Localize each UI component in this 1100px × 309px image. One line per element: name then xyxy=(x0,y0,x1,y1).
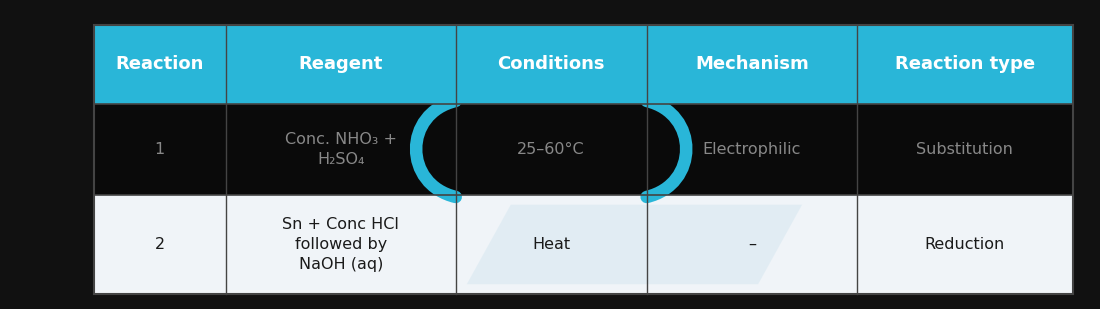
Text: 2: 2 xyxy=(154,237,165,252)
Bar xyxy=(857,195,1072,294)
Bar xyxy=(94,104,225,195)
Text: 1: 1 xyxy=(154,142,165,157)
Bar xyxy=(455,104,647,195)
Bar xyxy=(647,104,857,195)
Text: Reduction: Reduction xyxy=(925,237,1005,252)
Text: Electrophilic: Electrophilic xyxy=(703,142,801,157)
Bar xyxy=(226,25,455,104)
Bar xyxy=(857,104,1072,195)
Text: Conditions: Conditions xyxy=(497,55,605,73)
Text: Reaction type: Reaction type xyxy=(894,55,1035,73)
Bar xyxy=(94,25,225,104)
Bar xyxy=(647,25,857,104)
Text: –: – xyxy=(748,237,756,252)
Text: Reagent: Reagent xyxy=(298,55,383,73)
Bar xyxy=(455,195,647,294)
Text: Conc. NHO₃ +
H₂SO₄: Conc. NHO₃ + H₂SO₄ xyxy=(285,132,397,167)
Text: Sn + Conc HCl
followed by
NaOH (aq): Sn + Conc HCl followed by NaOH (aq) xyxy=(283,217,399,273)
Bar xyxy=(226,104,455,195)
Bar xyxy=(455,25,647,104)
Text: Mechanism: Mechanism xyxy=(695,55,808,73)
Text: Substitution: Substitution xyxy=(916,142,1013,157)
PathPatch shape xyxy=(466,205,802,284)
Text: Reaction: Reaction xyxy=(116,55,204,73)
Bar xyxy=(647,195,857,294)
Bar xyxy=(857,25,1072,104)
Text: Heat: Heat xyxy=(532,237,570,252)
Bar xyxy=(94,195,225,294)
Text: 25–60°C: 25–60°C xyxy=(517,142,585,157)
Bar xyxy=(94,25,1072,294)
Bar xyxy=(226,195,455,294)
